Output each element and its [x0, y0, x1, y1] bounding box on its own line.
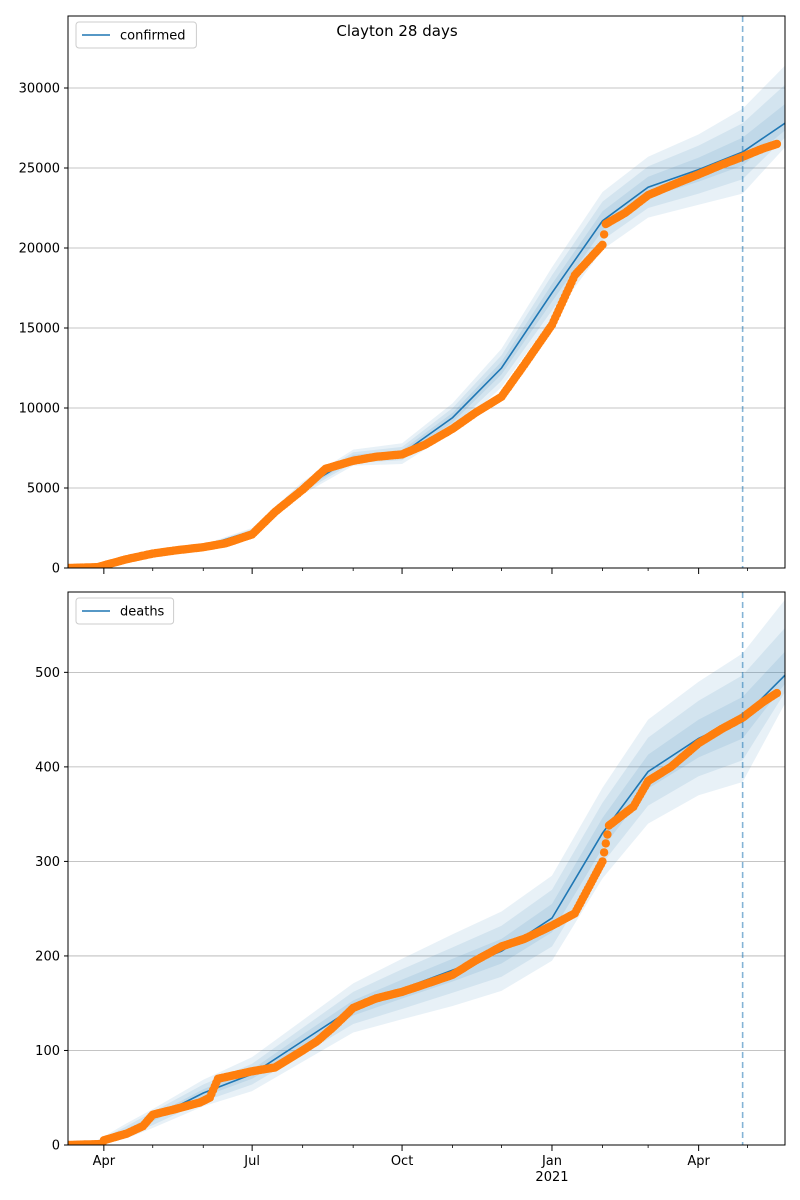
observed-point [598, 857, 607, 866]
y-tick-label: 100 [35, 1044, 60, 1059]
observed-point [598, 240, 607, 249]
observed-point [601, 839, 610, 848]
y-tick-label: 10000 [19, 402, 60, 417]
plot-area [68, 65, 785, 568]
legend-box [75, 597, 175, 625]
legend-label: confirmed [120, 29, 186, 44]
observed-point [599, 230, 609, 239]
legend-label: deaths [120, 605, 165, 620]
x-tick-label: Jul [243, 1154, 260, 1169]
observed-point [603, 830, 612, 839]
chart-title: Clayton 28 days [336, 22, 457, 40]
x-year-label: 2021 [535, 1170, 568, 1185]
y-tick-label: 0 [52, 1139, 60, 1154]
y-tick-label: 200 [35, 949, 60, 964]
legend: confirmed [75, 21, 197, 49]
x-tick-label: Jan [541, 1154, 562, 1169]
x-tick-label: Apr [93, 1154, 116, 1169]
y-tick-label: 500 [35, 666, 60, 681]
legend: deaths [75, 597, 175, 625]
plot-area [68, 599, 785, 1145]
y-tick-label: 30000 [19, 82, 60, 97]
axes-frame [67, 591, 786, 1146]
x-tick-label: Oct [391, 1154, 413, 1169]
y-tick-label: 300 [35, 855, 60, 870]
x-tick-label: Apr [687, 1154, 710, 1169]
y-tick-label: 5000 [27, 482, 60, 497]
observed-point [599, 848, 609, 857]
uncertainty-band [68, 599, 785, 1145]
y-tick-label: 15000 [19, 322, 60, 337]
y-tick-label: 25000 [19, 162, 60, 177]
observed-point [772, 688, 782, 698]
observed-point [772, 139, 782, 149]
y-tick-label: 0 [52, 562, 60, 577]
legend-box [75, 21, 197, 49]
y-tick-label: 20000 [19, 242, 60, 257]
uncertainty-band [68, 65, 785, 568]
uncertainty-band [68, 84, 785, 568]
uncertainty-band [68, 104, 785, 568]
panel-confirmed: 0 5000 10000 15000 20000 25000 30000 confirmed [19, 15, 786, 577]
panel-deaths: 0 100 200 300 400 500 Apr Jul Oct Jan Apr 2021 death… [35, 591, 786, 1185]
y-tick-label: 400 [35, 760, 60, 775]
axes-frame [67, 15, 786, 569]
